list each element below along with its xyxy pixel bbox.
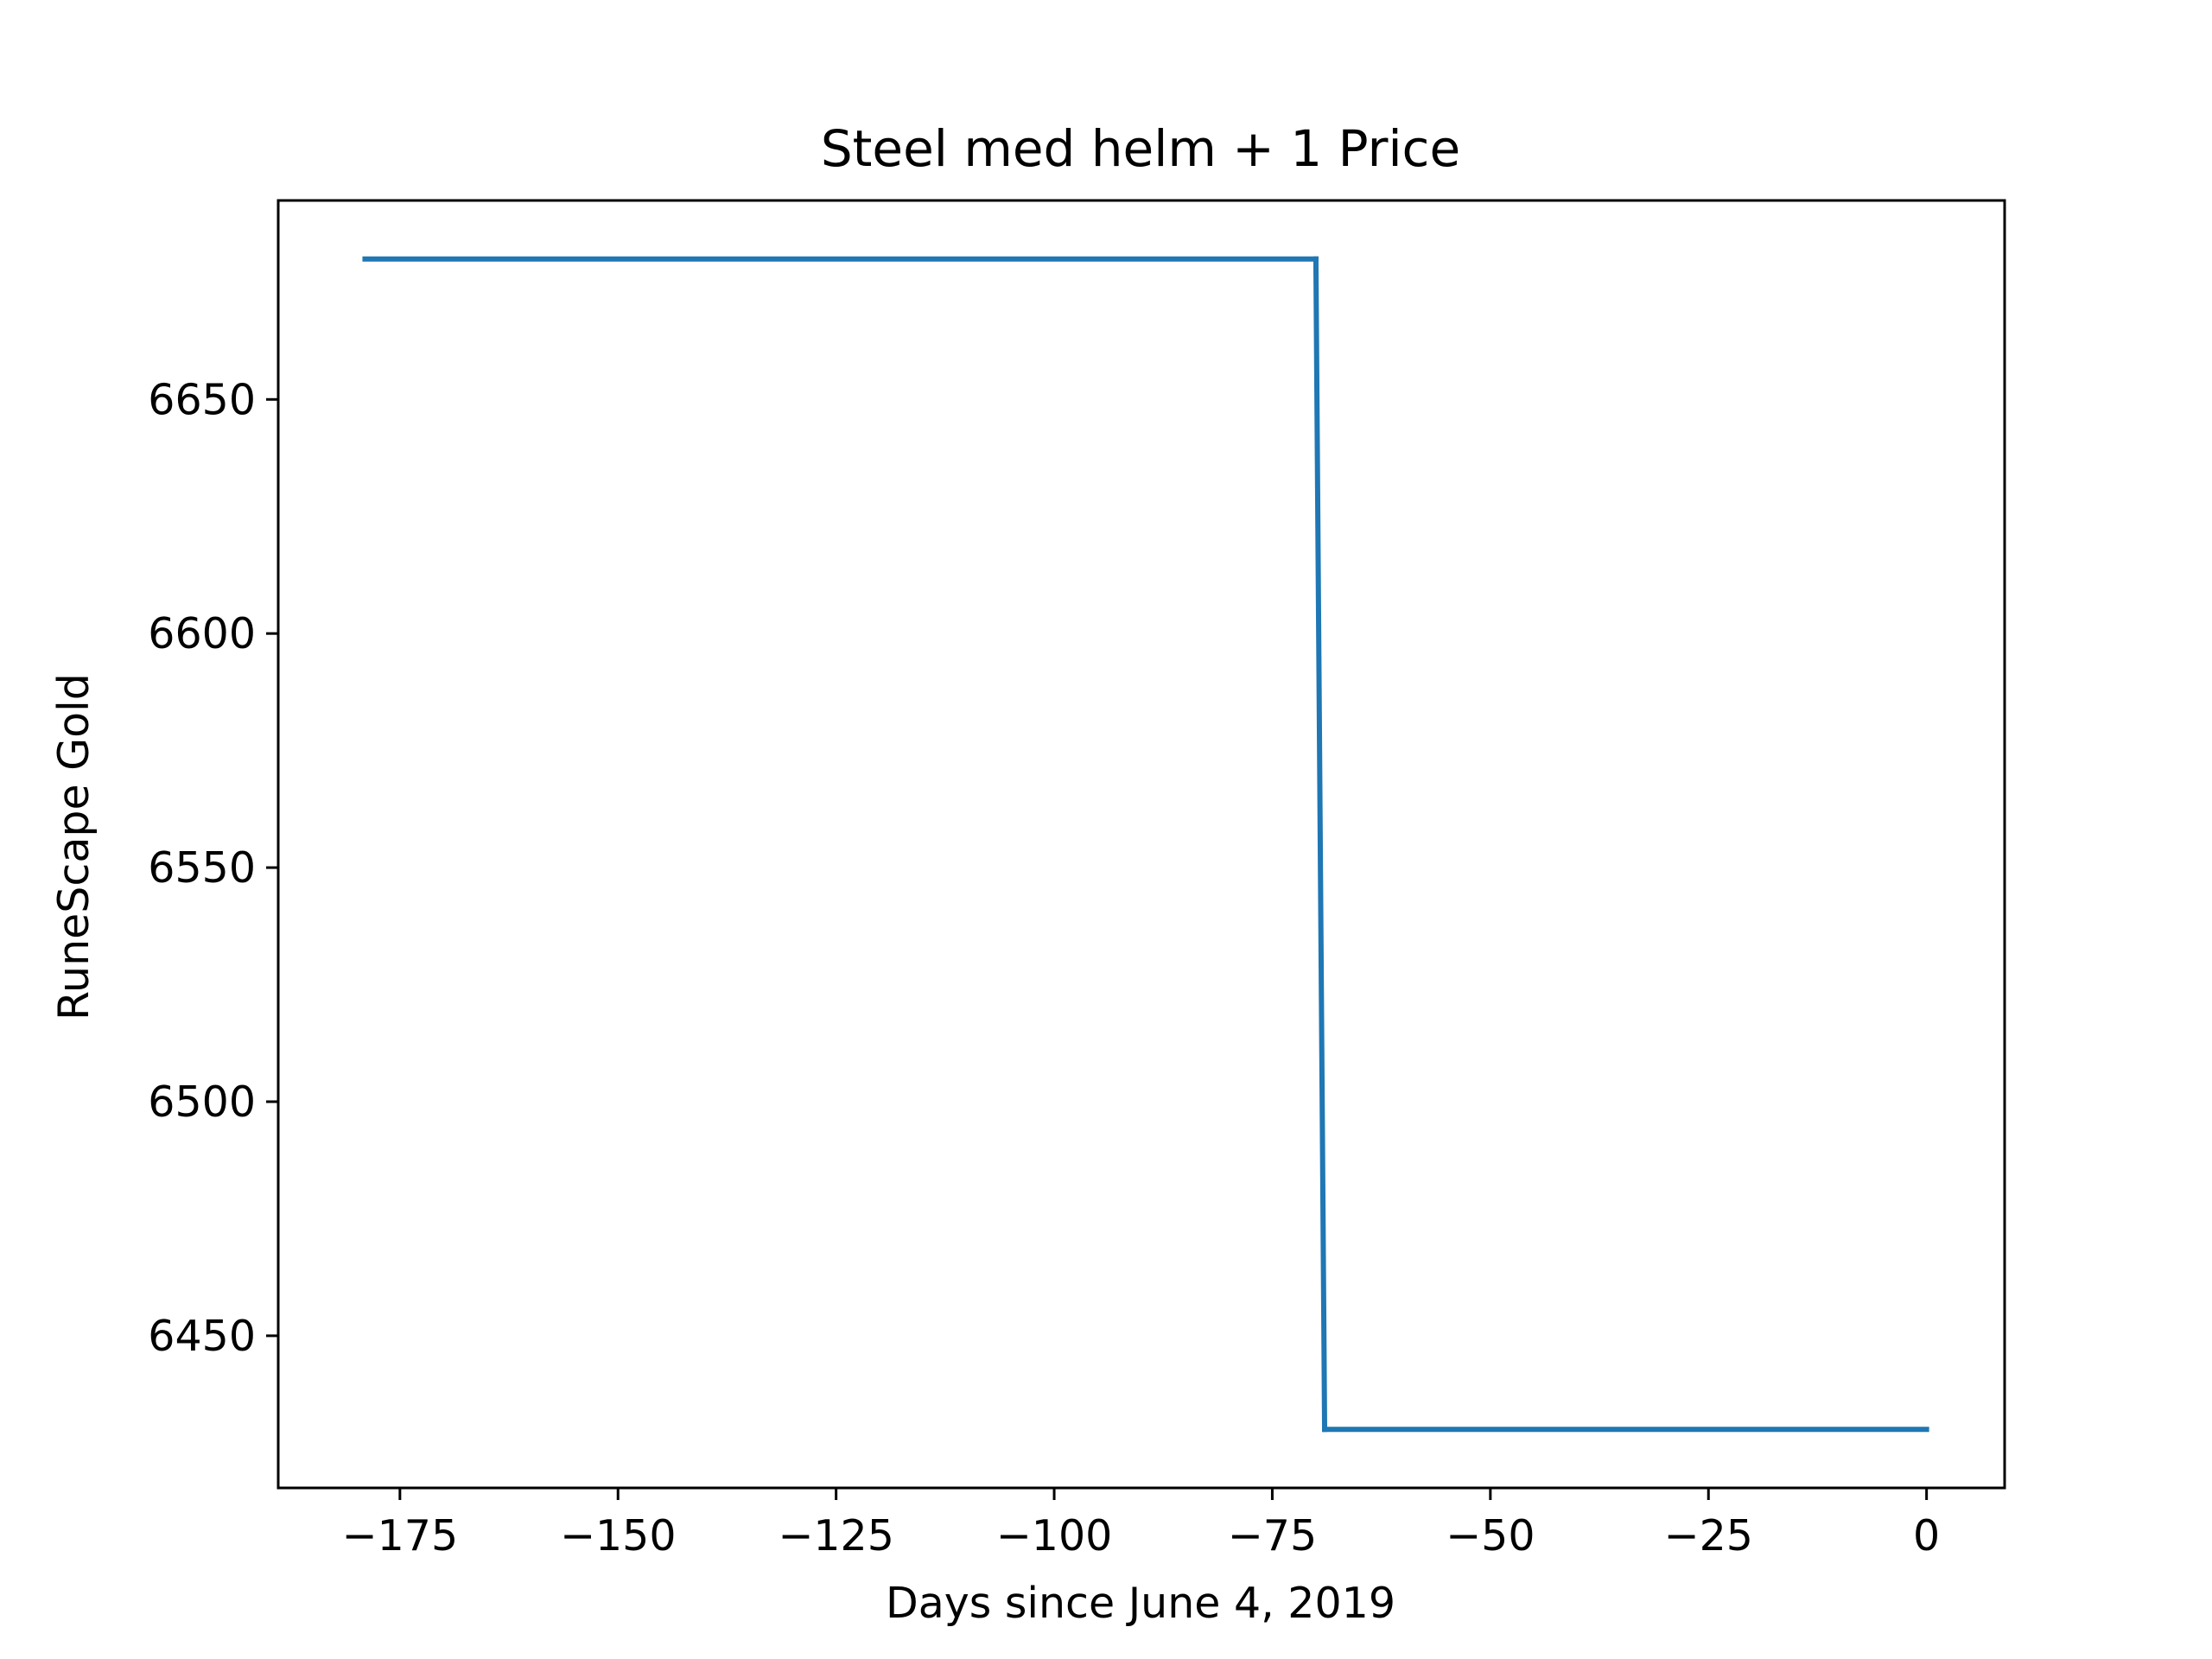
y-tick-label: 6650 (148, 375, 256, 424)
axes-frame (276, 199, 2006, 1490)
x-tick-label: −150 (560, 1511, 677, 1560)
x-tick-label: −25 (1664, 1511, 1753, 1560)
x-tick-label: 0 (1913, 1511, 1940, 1560)
y-tick-label: 6450 (148, 1312, 256, 1361)
y-axis-label: RuneScape Gold (49, 673, 99, 1020)
x-tick-label: −100 (996, 1511, 1113, 1560)
chart-title: Steel med helm + 1 Price (821, 119, 1460, 178)
x-tick-label: −175 (342, 1511, 459, 1560)
x-tick-label: −125 (778, 1511, 894, 1560)
y-tick-label: 6550 (148, 843, 256, 893)
y-tick-label: 6600 (148, 609, 256, 658)
y-tick-label: 6500 (148, 1077, 256, 1127)
series-0-segment-1 (1313, 256, 1328, 1433)
x-axis-label: Days since June 4, 2019 (886, 1579, 1395, 1628)
plot-area: −175 −150 −125 −100 −75 −50 −25 0 6450 6500 6550 66… (148, 199, 2006, 1560)
x-tick-label: −75 (1228, 1511, 1317, 1560)
x-tick-label: −50 (1446, 1511, 1535, 1560)
